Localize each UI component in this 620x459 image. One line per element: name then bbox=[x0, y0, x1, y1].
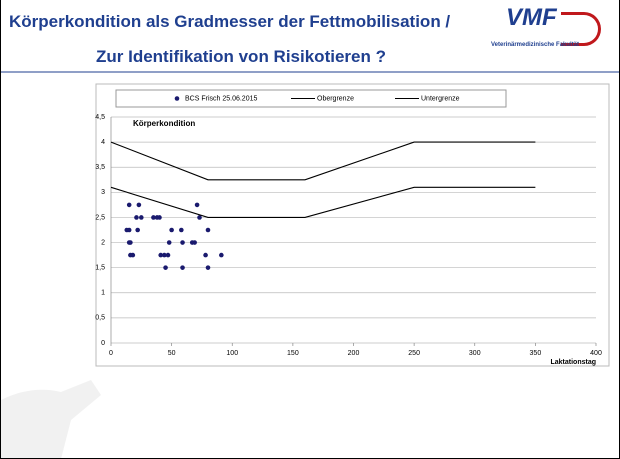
data-point bbox=[157, 215, 162, 220]
watermark bbox=[1, 380, 101, 458]
y-tick-label: 1 bbox=[101, 290, 105, 297]
x-tick-label: 0 bbox=[109, 350, 113, 357]
data-point bbox=[205, 265, 211, 270]
legend-label: BCS Frisch 25.06.2015 bbox=[185, 95, 257, 102]
data-point bbox=[203, 252, 208, 258]
y-tick-label: 0 bbox=[101, 340, 105, 347]
data-point bbox=[197, 215, 202, 220]
y-tick-label: 1,5 bbox=[95, 265, 105, 272]
data-point bbox=[124, 227, 130, 233]
y-tick-label: 2 bbox=[101, 239, 105, 246]
y-tick-label: 3,5 bbox=[95, 164, 105, 171]
data-point bbox=[139, 215, 144, 220]
data-point bbox=[179, 227, 184, 233]
data-point bbox=[151, 215, 156, 220]
y-tick-label: 4 bbox=[101, 139, 105, 146]
title-line-2: Zur Identifikation von Risikotieren ? bbox=[96, 47, 386, 66]
y-axis-label: Körperkondition bbox=[133, 119, 195, 128]
y-tick-label: 2,5 bbox=[95, 214, 105, 221]
data-point bbox=[180, 240, 185, 245]
y-tick-label: 0,5 bbox=[95, 315, 105, 322]
data-point bbox=[163, 265, 168, 270]
data-point bbox=[126, 202, 132, 208]
data-point bbox=[180, 265, 185, 270]
x-tick-label: 200 bbox=[348, 350, 360, 357]
title-line-1: Körperkondition als Gradmesser der Fettm… bbox=[9, 12, 451, 31]
data-point bbox=[136, 202, 142, 208]
logo: VMF bbox=[506, 4, 557, 31]
logo-subtitle: Veterinärmedizinische Fakultät bbox=[491, 42, 580, 48]
data-point bbox=[205, 227, 211, 233]
legend-label: Untergrenze bbox=[421, 95, 460, 102]
line-series bbox=[110, 141, 536, 181]
data-point bbox=[135, 227, 140, 233]
chart-frame bbox=[95, 83, 610, 367]
x-tick-label: 50 bbox=[168, 350, 176, 357]
data-point bbox=[192, 240, 197, 245]
data-point bbox=[130, 252, 136, 258]
data-point bbox=[162, 252, 167, 258]
x-tick-label: 100 bbox=[226, 350, 238, 357]
x-tick-label: 250 bbox=[408, 350, 420, 357]
legend-marker bbox=[174, 96, 180, 101]
data-point bbox=[169, 227, 174, 233]
logo-arc bbox=[561, 12, 601, 46]
data-point bbox=[158, 252, 164, 258]
data-point bbox=[134, 215, 139, 220]
x-tick-label: 400 bbox=[590, 350, 602, 357]
line-series bbox=[110, 186, 536, 218]
data-point bbox=[219, 252, 224, 258]
y-tick-label: 3 bbox=[101, 189, 105, 196]
y-tick-label: 4,5 bbox=[95, 114, 105, 121]
x-tick-label: 350 bbox=[530, 350, 542, 357]
x-axis-label: Laktationstag bbox=[550, 359, 596, 366]
x-tick-label: 300 bbox=[469, 350, 481, 357]
data-point bbox=[126, 240, 132, 245]
x-tick-label: 150 bbox=[287, 350, 299, 357]
data-point bbox=[194, 202, 200, 208]
legend-label: Obergrenze bbox=[317, 95, 354, 102]
data-point bbox=[166, 240, 172, 245]
data-point bbox=[165, 252, 171, 258]
